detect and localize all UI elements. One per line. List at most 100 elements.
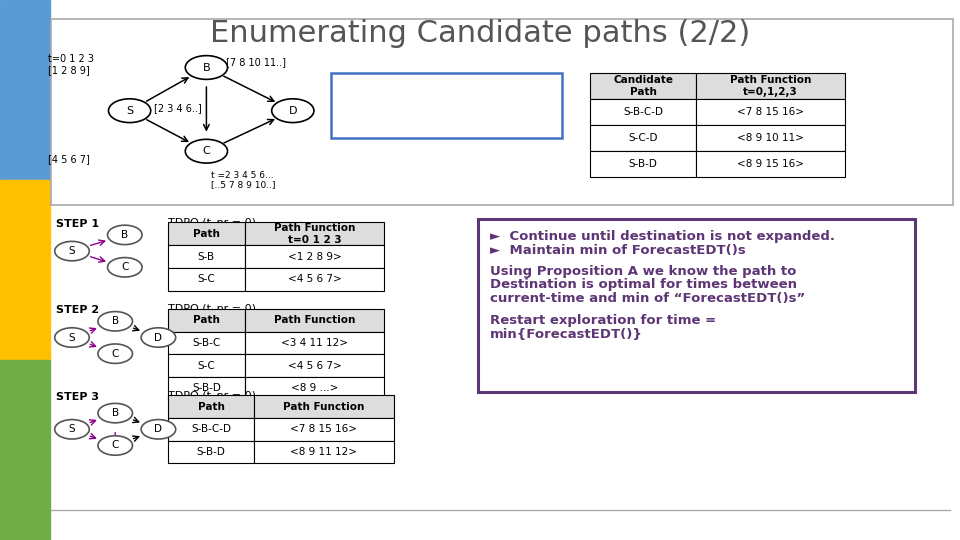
- Text: <7 8 15 16>: <7 8 15 16>: [291, 424, 357, 434]
- Bar: [245, 377, 384, 400]
- Text: Path Function: Path Function: [283, 402, 365, 411]
- Text: B: B: [203, 63, 210, 72]
- Text: S-C: S-C: [198, 361, 215, 370]
- Bar: [168, 309, 245, 332]
- Text: Destination: D: Destination: D: [350, 94, 445, 107]
- FancyBboxPatch shape: [331, 73, 562, 138]
- Text: Restart exploration for time =: Restart exploration for time =: [490, 314, 716, 327]
- Circle shape: [108, 225, 142, 245]
- Bar: [168, 268, 245, 291]
- Circle shape: [108, 258, 142, 277]
- Text: D: D: [155, 424, 162, 434]
- Bar: [0, 360, 50, 540]
- Circle shape: [185, 56, 228, 79]
- Text: Path: Path: [193, 229, 220, 239]
- Bar: [0, 180, 50, 360]
- Text: <8 9 10 11>: <8 9 10 11>: [737, 133, 804, 143]
- Circle shape: [272, 99, 314, 123]
- Text: C: C: [203, 146, 210, 156]
- Text: [4 5 6 7]: [4 5 6 7]: [48, 154, 90, 164]
- Text: Using Proposition A we know the path to: Using Proposition A we know the path to: [490, 265, 796, 278]
- Text: Destination is optimal for times between: Destination is optimal for times between: [490, 278, 797, 291]
- Text: B: B: [111, 408, 119, 418]
- Text: <7 8 15 16>: <7 8 15 16>: [737, 107, 804, 117]
- Text: S: S: [69, 246, 75, 256]
- Text: <4 5 6 7>: <4 5 6 7>: [288, 274, 341, 284]
- Bar: [245, 245, 384, 268]
- Circle shape: [98, 344, 132, 363]
- Text: S-B-D: S-B-D: [629, 159, 658, 168]
- FancyBboxPatch shape: [51, 19, 953, 205]
- Text: [7 8 10 11..]: [7 8 10 11..]: [226, 57, 286, 67]
- Text: S-B-C-D: S-B-C-D: [623, 107, 663, 117]
- Text: t=0 1 2 3: t=0 1 2 3: [48, 55, 94, 64]
- Text: STEP 2: STEP 2: [56, 305, 99, 315]
- Text: <1 2 8 9>: <1 2 8 9>: [288, 252, 341, 261]
- Text: Path: Path: [193, 315, 220, 325]
- Bar: [590, 73, 696, 99]
- Text: S-C: S-C: [198, 274, 215, 284]
- Bar: [168, 354, 245, 377]
- Text: S-B-D: S-B-D: [192, 383, 221, 393]
- Text: current-time and min of “ForecastEDT()s”: current-time and min of “ForecastEDT()s”: [490, 292, 804, 305]
- Text: <8 9 11 12>: <8 9 11 12>: [291, 447, 357, 457]
- Bar: [254, 441, 394, 463]
- Bar: [696, 99, 845, 125]
- Circle shape: [55, 328, 89, 347]
- Bar: [168, 441, 254, 463]
- Text: STEP 1: STEP 1: [56, 219, 99, 229]
- Text: ►  Maintain min of ForecastEDT()s: ► Maintain min of ForecastEDT()s: [490, 244, 745, 257]
- Text: t =2 3 4 5 6...: t =2 3 4 5 6...: [211, 171, 274, 180]
- Text: S-B-C-D: S-B-C-D: [191, 424, 231, 434]
- Text: S: S: [69, 333, 75, 342]
- Text: S: S: [69, 424, 75, 434]
- Text: S-C-D: S-C-D: [629, 133, 658, 143]
- Text: S-B-D: S-B-D: [197, 447, 226, 457]
- Bar: [0, 0, 50, 180]
- Text: D: D: [289, 106, 297, 116]
- Circle shape: [185, 139, 228, 163]
- Text: Source: S: Source: S: [350, 84, 414, 97]
- Bar: [168, 377, 245, 400]
- Bar: [254, 418, 394, 441]
- Text: Path Function
t=0 1 2 3: Path Function t=0 1 2 3: [274, 223, 355, 245]
- Text: S-B: S-B: [198, 252, 215, 261]
- Circle shape: [141, 420, 176, 439]
- Text: <3 4 11 12>: <3 4 11 12>: [281, 338, 348, 348]
- Circle shape: [55, 241, 89, 261]
- Text: B: B: [111, 316, 119, 326]
- Text: [2 3 4 6..]: [2 3 4 6..]: [154, 103, 202, 113]
- Bar: [696, 73, 845, 99]
- Bar: [168, 332, 245, 354]
- Text: ►  Continue until destination is not expanded.: ► Continue until destination is not expa…: [490, 230, 834, 242]
- Bar: [168, 222, 245, 245]
- Bar: [696, 125, 845, 151]
- Text: Path: Path: [198, 402, 225, 411]
- Circle shape: [55, 420, 89, 439]
- Text: [..5 7 8 9 10..]: [..5 7 8 9 10..]: [211, 180, 276, 189]
- Circle shape: [141, 328, 176, 347]
- Bar: [245, 309, 384, 332]
- Text: S-B-C: S-B-C: [192, 338, 221, 348]
- Bar: [696, 151, 845, 177]
- Bar: [245, 332, 384, 354]
- Text: D: D: [155, 333, 162, 342]
- Text: Candidate
Path: Candidate Path: [613, 75, 673, 97]
- Text: C: C: [111, 441, 119, 450]
- Circle shape: [98, 312, 132, 331]
- Bar: [590, 125, 696, 151]
- Circle shape: [108, 99, 151, 123]
- Bar: [168, 245, 245, 268]
- Text: Path Function
t=0,1,2,3: Path Function t=0,1,2,3: [730, 75, 811, 97]
- Bar: [168, 395, 254, 418]
- Text: C: C: [121, 262, 129, 272]
- Text: Enumerating Candidate paths (2/2): Enumerating Candidate paths (2/2): [210, 19, 750, 48]
- FancyBboxPatch shape: [478, 219, 915, 392]
- Text: STEP 3: STEP 3: [56, 392, 99, 402]
- Text: <4 5 6 7>: <4 5 6 7>: [288, 361, 341, 370]
- Bar: [245, 222, 384, 245]
- Bar: [254, 395, 394, 418]
- Text: C: C: [111, 349, 119, 359]
- Text: [1 2 8 9]: [1 2 8 9]: [48, 65, 89, 75]
- Text: TDPQ (t_pr = 0): TDPQ (t_pr = 0): [168, 303, 256, 314]
